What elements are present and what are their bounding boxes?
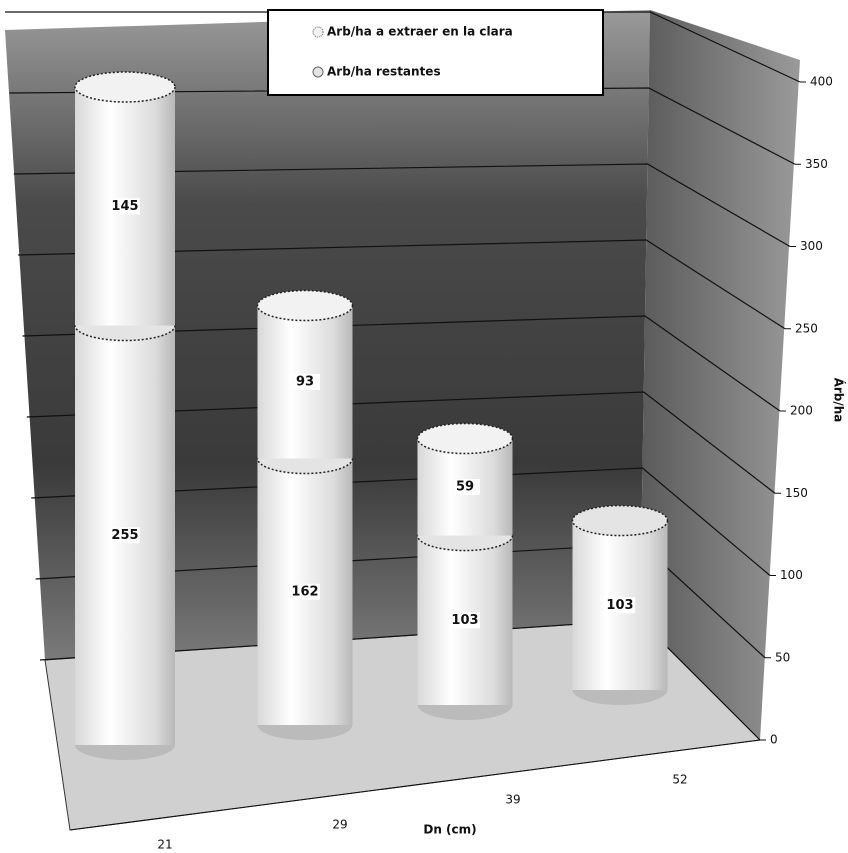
value-label-box xyxy=(450,479,480,496)
value-label-box xyxy=(110,527,140,544)
y-tick-label: 400 xyxy=(810,75,833,89)
y-tick-label: 200 xyxy=(790,404,813,418)
value-label: 103 xyxy=(451,613,478,628)
value-label: 93 xyxy=(296,375,314,390)
x-axis-label: Dn (cm) xyxy=(423,823,476,837)
segment-top xyxy=(256,289,354,322)
y-tick-label: 150 xyxy=(785,486,808,500)
grid-line xyxy=(22,315,781,412)
value-label-box xyxy=(605,597,635,614)
x-tick-label: 21 xyxy=(157,838,172,852)
y-tick-label: 0 xyxy=(770,733,778,747)
y-tick-label: 250 xyxy=(795,321,818,335)
y-tick-label: 100 xyxy=(780,568,803,582)
legend-label: Arb/ha a extraer en la clara xyxy=(327,25,513,39)
grid-line xyxy=(31,467,771,576)
grid-line xyxy=(26,391,776,494)
grid-line xyxy=(18,239,786,330)
value-label: 255 xyxy=(111,528,138,543)
value-label-box xyxy=(290,583,320,600)
side-wall xyxy=(640,10,800,740)
segment-top xyxy=(416,422,514,455)
value-label: 103 xyxy=(606,598,633,613)
value-label-box xyxy=(290,374,320,391)
value-label-box xyxy=(450,612,480,629)
grid-line xyxy=(13,163,791,248)
legend-box xyxy=(267,9,604,96)
y-axis-label: Árb/ha xyxy=(832,378,847,423)
legend-swatch xyxy=(312,26,324,38)
x-tick-label: 29 xyxy=(332,818,347,832)
legend-label: Arb/ha restantes xyxy=(327,65,441,79)
segment-top xyxy=(571,504,669,537)
segment-top xyxy=(74,71,176,103)
y-tick-label: 350 xyxy=(805,157,828,171)
x-tick-label: 39 xyxy=(505,793,520,807)
y-tick-label: 50 xyxy=(775,650,790,664)
value-label: 145 xyxy=(111,199,138,214)
y-tick-label: 300 xyxy=(800,239,823,253)
value-label: 162 xyxy=(291,584,318,599)
value-label-box xyxy=(110,198,140,215)
legend xyxy=(267,9,604,96)
x-tick-label: 52 xyxy=(672,773,687,787)
grid-line xyxy=(5,11,801,83)
x-axis xyxy=(69,739,761,831)
grid-line xyxy=(9,87,796,165)
legend-swatch xyxy=(312,66,324,78)
value-label: 59 xyxy=(456,480,474,495)
